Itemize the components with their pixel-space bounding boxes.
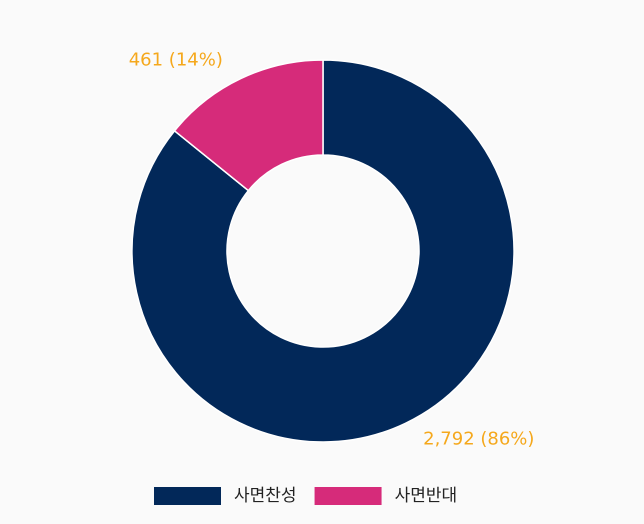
legend-label: 사면찬성 [234,486,297,506]
legend-swatch [314,487,382,505]
value-label: 2,792 (86%) [423,429,534,450]
donut-slice [173,59,324,192]
donut-slice [131,59,515,443]
legend-label: 사면반대 [395,486,458,506]
value-label: 461 (14%) [129,49,223,70]
legend-swatch [154,487,221,505]
